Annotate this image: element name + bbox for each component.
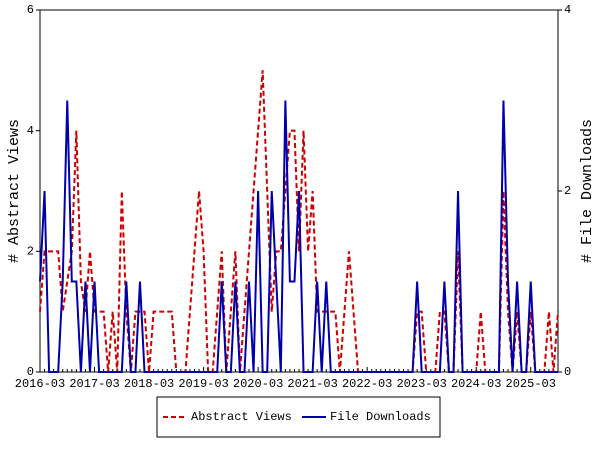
x-tick-label: 2017-03	[69, 377, 119, 391]
y2-tick-label: 0	[564, 365, 571, 379]
x-tick-label: 2018-03	[124, 377, 174, 391]
series-line	[39, 70, 559, 373]
x-tick-label: 2022-03	[342, 377, 392, 391]
x-tick-label: 2021-03	[287, 377, 337, 391]
y-tick-label: 2	[27, 245, 34, 259]
x-tick-label: 2023-03	[396, 377, 446, 391]
series-line	[39, 100, 558, 373]
x-tick-label: 2025-03	[506, 377, 556, 391]
y-tick-label: 0	[27, 365, 34, 379]
y-axis-label: # Abstract Views	[6, 119, 23, 263]
x-tick-label: 2024-03	[451, 377, 501, 391]
legend-label: Abstract Views	[191, 410, 292, 424]
y2-axis-label: # File Downloads	[579, 119, 596, 263]
x-tick-label: 2020-03	[233, 377, 283, 391]
y-tick-label: 6	[27, 3, 34, 17]
x-tick-label: 2016-03	[15, 377, 65, 391]
y2-tick-label: 4	[564, 3, 571, 17]
y2-tick-label: 2	[564, 184, 571, 198]
legend-box	[156, 396, 441, 438]
y-tick-label: 4	[27, 124, 34, 138]
legend-label: File Downloads	[330, 410, 431, 424]
x-tick-label: 2019-03	[178, 377, 228, 391]
